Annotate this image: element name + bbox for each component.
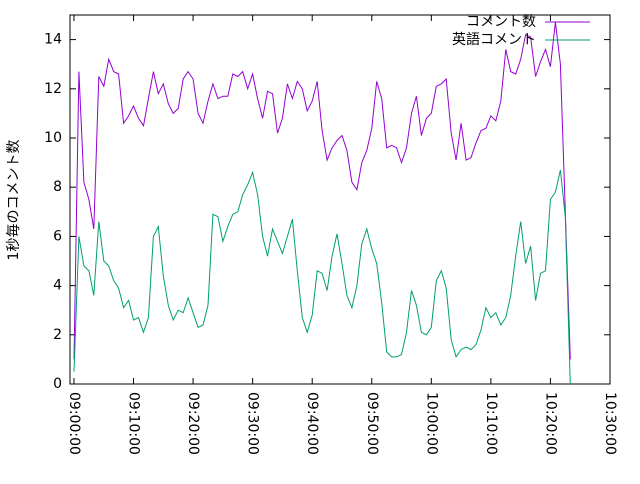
y-axis-label: 1秒毎のコメント数 [6,140,22,261]
plot-frame [69,14,611,385]
x-tick-label: 09:50:00 [364,392,380,455]
x-tick-label: 09:10:00 [126,392,142,455]
series-line [73,22,571,360]
y-tick-label: 14 [44,32,62,48]
x-tick-label: 09:30:00 [245,392,261,455]
legend-label: 英語コメント [452,31,536,48]
y-tick-label: 8 [53,179,62,195]
x-tick-label: 10:10:00 [483,392,499,455]
legend-label: コメント数 [466,14,536,30]
y-tick-label: 0 [53,376,62,392]
y-tick-label: 2 [53,327,62,343]
series-line [73,169,571,385]
x-tick-label: 10:00:00 [423,392,439,455]
x-tick-label: 09:40:00 [304,392,320,455]
x-tick-label: 09:00:00 [66,392,82,455]
y-tick-label: 12 [44,81,62,97]
y-tick-label: 6 [53,228,62,244]
y-tick-label: 10 [44,130,62,146]
y-tick-label: 4 [53,278,62,294]
x-tick-label: 09:20:00 [185,392,201,455]
x-tick-label: 10:20:00 [542,392,558,455]
x-tick-label: 10:30:00 [602,392,618,455]
